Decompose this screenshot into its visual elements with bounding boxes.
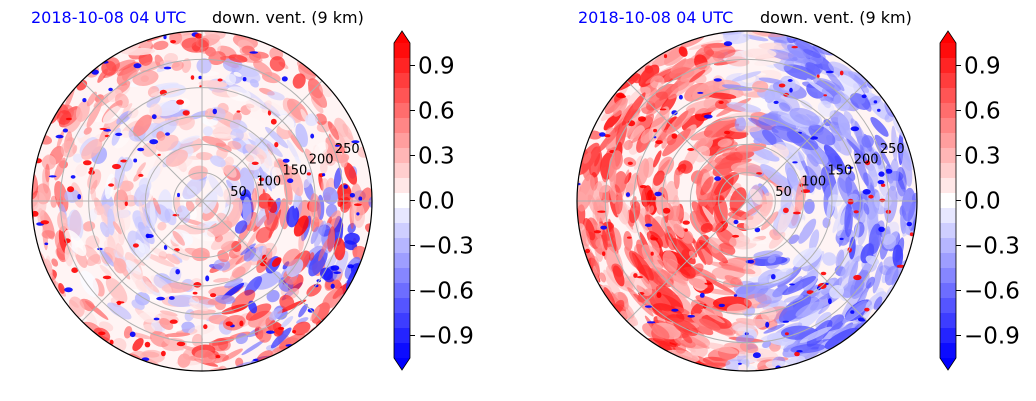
angular-gridline [746, 80, 868, 202]
colorbar-tick-label: −0.9 [964, 324, 1020, 350]
colorbar-level [940, 223, 956, 239]
radial-tick-label: 200 [309, 153, 334, 168]
colorbar-level [940, 268, 956, 284]
colorbar-tick-label: −0.6 [418, 279, 474, 305]
colorbar-tick-label: −0.3 [418, 234, 474, 260]
colorbar-tick-label: 0.6 [418, 99, 455, 125]
radial-tick-label: 100 [801, 174, 826, 189]
chart-title: down. vent. (9 km) [760, 8, 912, 27]
date-label: 2018-10-08 04 UTC [31, 8, 186, 27]
colorbar-extend-max [940, 31, 956, 43]
colorbar-level [940, 163, 956, 179]
colorbar-level [940, 43, 956, 59]
colorbar-level [394, 223, 410, 239]
radial-tick-label: 100 [256, 174, 281, 189]
colorbar-tick-label: −0.3 [964, 234, 1020, 260]
radial-tick-label: 50 [230, 185, 247, 200]
colorbar-level [940, 103, 956, 119]
colorbar-level [940, 148, 956, 164]
colorbar-level [940, 313, 956, 329]
colorbar-level [940, 58, 956, 74]
colorbar-level [394, 343, 410, 359]
angular-gridline [81, 200, 203, 322]
colorbar-level [940, 253, 956, 269]
colorbar-tick-label: 0.9 [964, 54, 1001, 80]
chart-title: down. vent. (9 km) [212, 8, 364, 27]
colorbar-level [394, 193, 410, 209]
colorbar-level [940, 208, 956, 224]
colorbar-level [394, 88, 410, 104]
angular-gridline [201, 200, 323, 322]
colorbar-level [394, 118, 410, 134]
colorbar: 0.9 0.6 0.3 0.0 −0.3 −0.6 −0.9 [393, 30, 474, 371]
radial-tick-label: 50 [775, 185, 792, 200]
colorbar-tick-label: −0.9 [418, 324, 474, 350]
angular-gridline [626, 80, 748, 202]
colorbar-level [394, 103, 410, 119]
colorbar-level [940, 328, 956, 344]
colorbar-level [940, 298, 956, 314]
radial-tick-label: 250 [335, 142, 360, 157]
radial-tick-label: 150 [283, 164, 308, 179]
colorbar-tick-label: −0.6 [964, 279, 1020, 305]
colorbar-level [940, 178, 956, 194]
colorbar-tick-label: 0.9 [418, 54, 455, 80]
colorbar-level [394, 43, 410, 59]
radial-tick-label: 150 [828, 164, 853, 179]
colorbar-level [394, 253, 410, 269]
colorbar-tick-label: 0.3 [964, 144, 1001, 170]
colorbar-extend-max [394, 31, 410, 43]
colorbar-outline [939, 30, 957, 371]
angular-gridline [81, 80, 203, 202]
polar-frame [31, 30, 373, 372]
colorbar-outline [393, 30, 411, 371]
field-pattern [32, 31, 372, 371]
colorbar-level [940, 133, 956, 149]
colorbar-level [394, 328, 410, 344]
colorbar-level [940, 73, 956, 89]
colorbar-tick-label: 0.6 [964, 99, 1001, 125]
colorbar-level [394, 148, 410, 164]
colorbar-extend-min [394, 358, 410, 370]
date-label: 2018-10-08 04 UTC [578, 8, 733, 27]
colorbar-tick-label: 0.0 [418, 189, 455, 215]
angular-gridline [746, 200, 868, 322]
colorbar-level [940, 118, 956, 134]
colorbar-level [394, 283, 410, 299]
colorbar-level [394, 208, 410, 224]
colorbar-level [394, 73, 410, 89]
colorbar-extend-min [940, 358, 956, 370]
colorbar-tick-label: 0.0 [964, 189, 1001, 215]
colorbar-tick-label: 0.3 [418, 144, 455, 170]
colorbar-level [940, 88, 956, 104]
colorbar-level [394, 58, 410, 74]
radial-tick-label: 200 [854, 153, 879, 168]
angular-gridline [201, 80, 323, 202]
colorbar-level [394, 268, 410, 284]
colorbar-level [394, 298, 410, 314]
radial-tick-label: 250 [880, 142, 905, 157]
colorbar-level [940, 283, 956, 299]
colorbar: 0.9 0.6 0.3 0.0 −0.3 −0.6 −0.9 [939, 30, 1020, 371]
colorbar-level [394, 313, 410, 329]
colorbar-level [394, 178, 410, 194]
colorbar-level [394, 238, 410, 254]
colorbar-level [394, 133, 410, 149]
colorbar-level [940, 238, 956, 254]
polar-frame [576, 30, 918, 372]
colorbar-level [394, 163, 410, 179]
angular-gridline [626, 200, 748, 322]
colorbar-level [940, 343, 956, 359]
colorbar-level [940, 193, 956, 209]
